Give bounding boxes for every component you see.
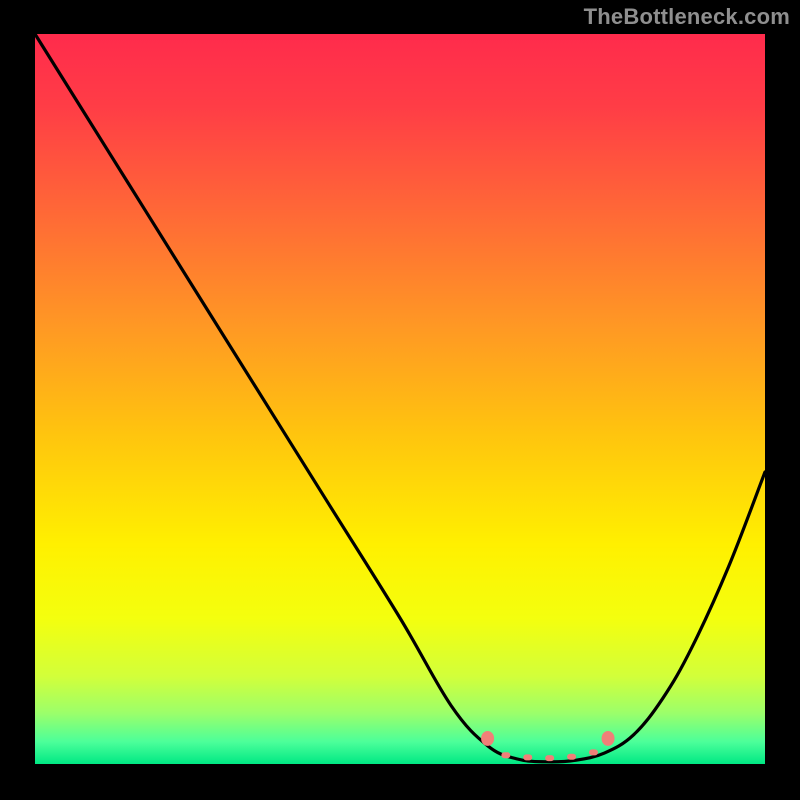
- chart-stage: TheBottleneck.com: [0, 0, 800, 800]
- highlight-dash: [501, 752, 510, 758]
- bottleneck-curve-chart: [0, 0, 800, 800]
- highlight-dot: [481, 731, 494, 746]
- watermark-label: TheBottleneck.com: [584, 4, 790, 30]
- highlight-dash: [567, 754, 576, 760]
- gradient-plot-background: [35, 34, 765, 764]
- highlight-dash: [545, 755, 554, 761]
- highlight-dot: [602, 731, 615, 746]
- highlight-dash: [523, 754, 532, 760]
- highlight-dash: [589, 749, 598, 755]
